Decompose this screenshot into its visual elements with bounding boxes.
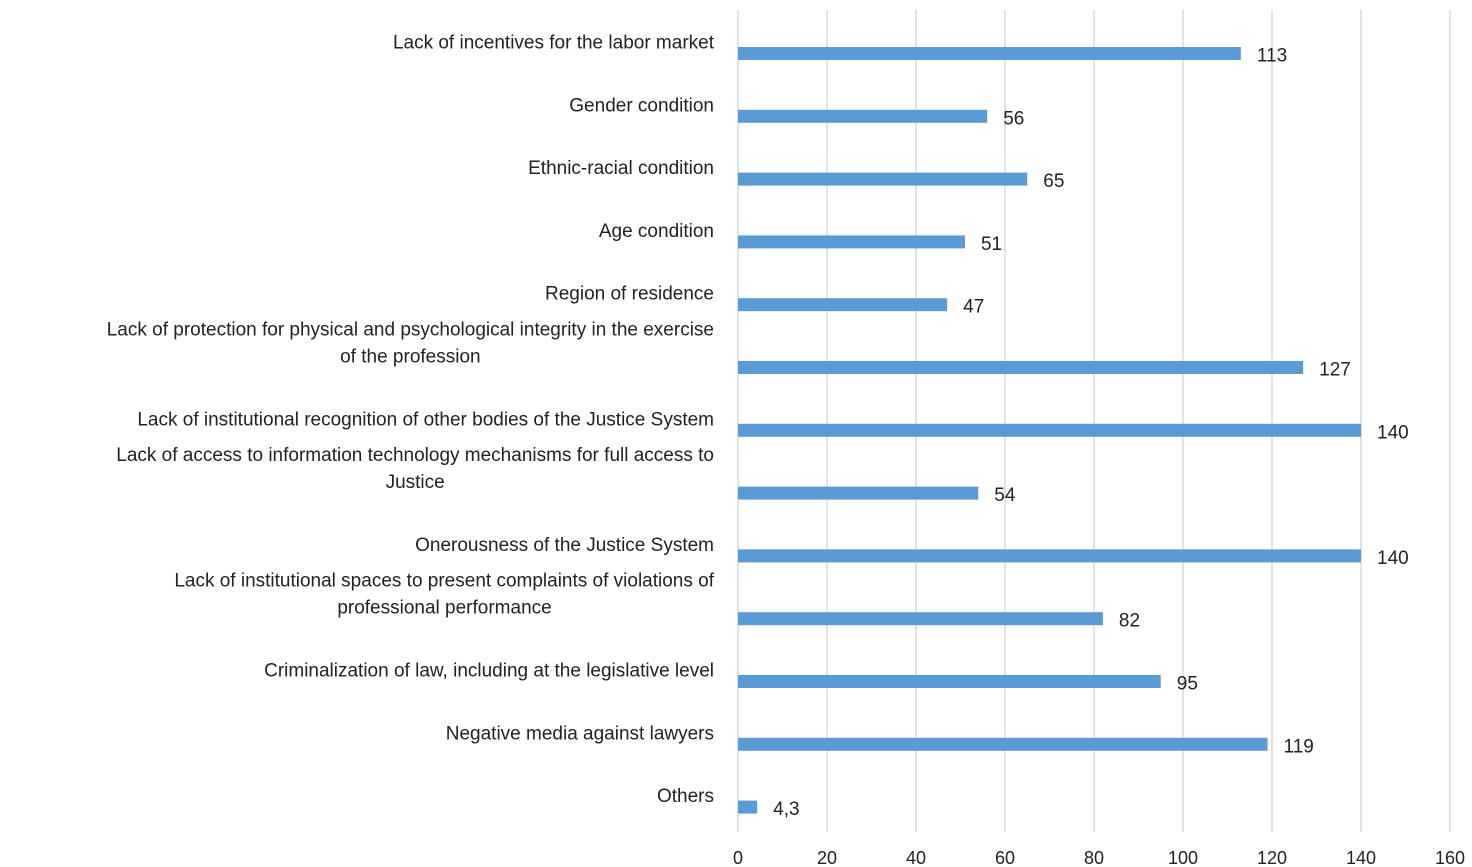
category-label: Onerousness of the Justice System [415,535,714,556]
data-label: 56 [1003,108,1024,129]
category-label: Ethnic-racial condition [528,158,714,179]
data-label: 65 [1043,171,1064,192]
category-label: Criminalization of law, including at the… [264,661,714,682]
data-label: 82 [1119,611,1140,632]
category-label: Lack of incentives for the labor market [393,33,715,54]
x-tick-label: 80 [1084,848,1104,867]
bar [738,549,1361,563]
bar [738,172,1028,186]
data-label: 51 [981,234,1002,255]
data-label: 113 [1257,46,1287,67]
x-tick-label: 140 [1346,848,1376,867]
data-label: 119 [1284,736,1314,757]
bar [738,298,948,312]
category-label: Age condition [599,221,714,242]
category-label: Justice [386,472,445,493]
x-axis-ticks: 0 20 40 60 80 100 120 140 160 [733,848,1465,867]
data-label: 140 [1377,422,1409,443]
bar [738,361,1304,374]
category-label: Lack of institutional spaces to present … [174,571,714,592]
x-tick-label: 0 [733,848,743,867]
category-label: Region of residence [545,284,714,305]
data-label: 140 [1377,548,1409,569]
bar [738,612,1103,626]
gridlines [737,10,1451,832]
bar [738,109,988,123]
category-label: Others [657,786,714,807]
bars [738,47,1361,814]
bar [738,737,1268,751]
x-tick-label: 160 [1435,848,1465,867]
bar [738,675,1161,688]
bar [738,47,1241,60]
category-label: professional performance [337,598,551,619]
category-label: Lack of institutional recognition of oth… [137,409,714,430]
data-label: 47 [963,297,984,318]
category-label: Lack of access to information technology… [116,445,714,466]
bar [738,423,1361,437]
x-tick-label: 40 [906,848,926,867]
data-label: 4,3 [773,799,799,820]
category-label: Gender condition [569,95,714,116]
category-label: Negative media against lawyers [446,723,714,744]
data-label: 127 [1319,360,1351,381]
category-label: Lack of protection for physical and psyc… [107,320,714,341]
data-labels: 113 56 65 51 47 127 140 54 140 82 95 119 4,3 [773,46,1409,821]
category-labels: Lack of incentives for the labor market G… [107,33,715,808]
x-tick-label: 100 [1168,848,1198,867]
bar [738,800,758,814]
x-tick-label: 60 [995,848,1015,867]
x-tick-label: 120 [1257,848,1287,867]
bar [738,235,965,249]
x-tick-label: 20 [817,848,837,867]
category-label: of the profession [340,347,480,368]
data-label: 54 [994,485,1016,506]
bar [738,486,979,500]
data-label: 95 [1177,674,1198,695]
